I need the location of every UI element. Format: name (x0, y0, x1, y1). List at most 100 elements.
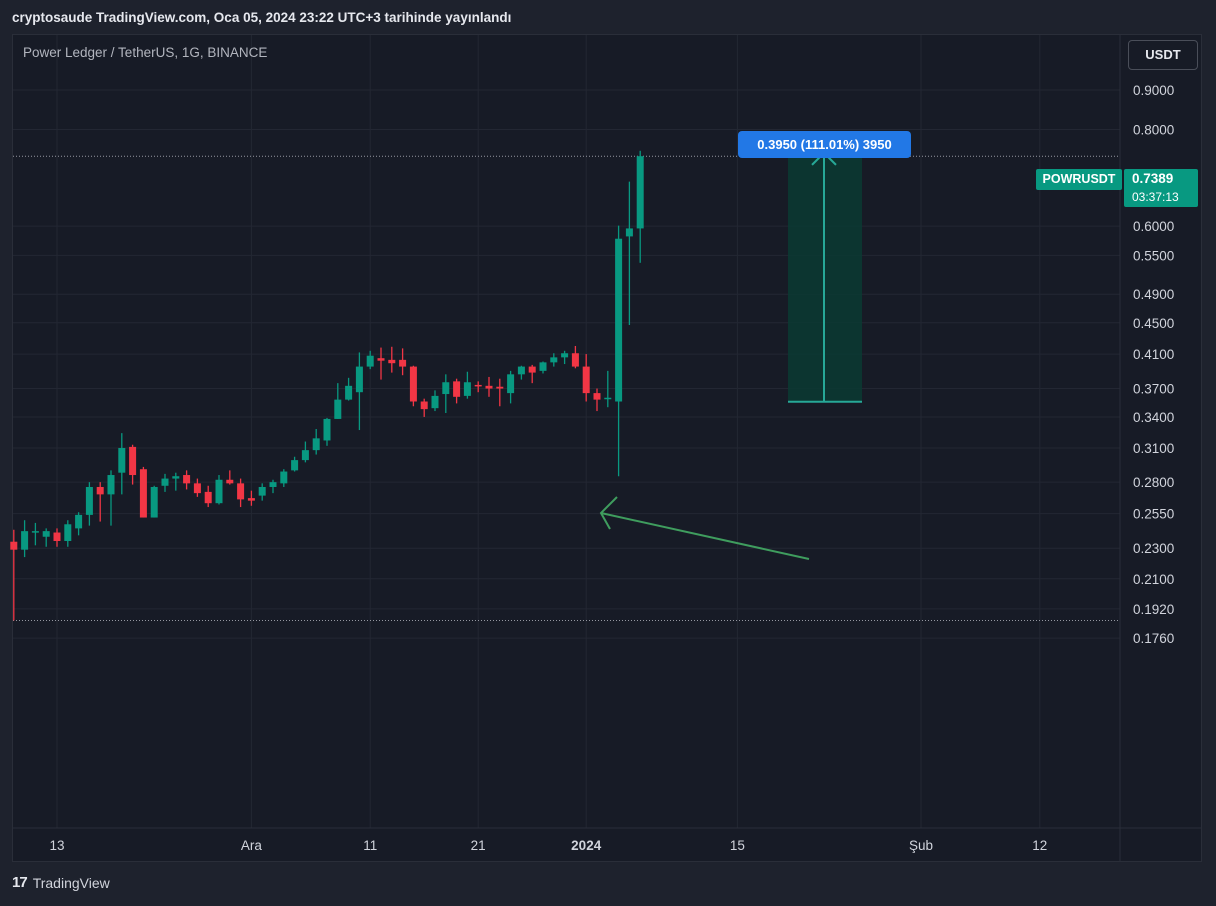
candle-body (474, 384, 482, 387)
measurement-label: 0.3950 (111.01%) 3950 (738, 131, 911, 158)
symbol-price-tag: POWRUSDT (1036, 169, 1122, 190)
candle-body (42, 531, 50, 537)
candle-body (21, 531, 29, 550)
candle-body (571, 353, 579, 367)
time-tick-label: 15 (730, 838, 745, 853)
candle-body (377, 358, 385, 361)
candle-body (550, 357, 558, 363)
candle-body (409, 366, 417, 402)
grid-lines (13, 35, 1202, 862)
time-tick-label: 2024 (571, 838, 602, 853)
candle-body (31, 531, 39, 533)
candle-body (625, 228, 633, 237)
price-tick-label: 0.3400 (1133, 410, 1174, 425)
annotation-arrow (599, 496, 810, 560)
publication-header: cryptosaude TradingView.com, Oca 05, 202… (12, 10, 512, 25)
candle-body (301, 450, 309, 461)
candle-body (636, 156, 644, 229)
currency-button[interactable]: USDT (1128, 40, 1198, 70)
price-tick-label: 0.3100 (1133, 441, 1174, 456)
price-tick-label: 0.2800 (1133, 475, 1174, 490)
candle-body (593, 393, 601, 400)
time-tick-label: 11 (363, 838, 377, 853)
candle-body (420, 401, 428, 410)
price-tick-label: 0.8000 (1133, 123, 1174, 138)
candle-body (431, 395, 439, 409)
candle-body (496, 386, 504, 389)
candle-body (291, 460, 299, 471)
candle-body (463, 382, 471, 396)
candle-body (312, 438, 320, 451)
candle-body (107, 475, 115, 495)
price-tick-label: 0.6000 (1133, 219, 1174, 234)
time-tick-label: Ara (241, 838, 263, 853)
price-tick-label: 0.1760 (1133, 631, 1174, 646)
candle-body (183, 475, 191, 484)
candle-body (10, 541, 18, 550)
candle-body (150, 486, 158, 518)
candle-body (453, 381, 461, 397)
candle-body (269, 482, 277, 487)
candle-body (561, 353, 569, 358)
footer-brand: TradingView (32, 874, 110, 891)
candle-body (226, 479, 234, 484)
price-tick-label: 0.1920 (1133, 602, 1174, 617)
price-tick-label: 0.4900 (1133, 287, 1174, 302)
price-tick-label: 0.2100 (1133, 572, 1174, 587)
candle-body (96, 486, 104, 495)
candle-body (507, 374, 515, 394)
candle-body (118, 447, 126, 473)
last-price-tag: 0.7389 03:37:13 (1124, 169, 1198, 207)
candle-body (161, 478, 169, 486)
candle-body (528, 366, 536, 373)
candle-body (388, 359, 396, 364)
time-axis: 13 Ara 11 21 2024 15 Şub 12 (49, 838, 1047, 853)
price-tick-label: 0.2550 (1133, 507, 1174, 522)
candle-body (604, 397, 612, 400)
price-tick-label: 0.4100 (1133, 347, 1174, 362)
candle-body (247, 498, 255, 501)
candle-body (215, 479, 223, 504)
candle-body (517, 366, 525, 375)
price-tick-label: 0.4500 (1133, 316, 1174, 331)
candle-body (615, 238, 623, 402)
price-tick-label: 0.9000 (1133, 83, 1174, 98)
candle-body (280, 471, 288, 484)
candles (10, 150, 644, 621)
candle-body (442, 382, 450, 395)
candle-body (75, 514, 83, 529)
candle-body (53, 532, 61, 541)
annotation-arrow-head (599, 496, 618, 530)
time-tick-label: Şub (909, 838, 933, 853)
time-tick-label: 13 (49, 838, 64, 853)
candle-body (139, 469, 147, 518)
candle-body (172, 476, 180, 479)
candle-body (204, 491, 212, 504)
candle-body (129, 446, 137, 476)
candle-body (582, 366, 590, 394)
candle-body (345, 385, 353, 400)
price-range-measurement (788, 149, 862, 403)
candle-body (485, 385, 493, 389)
candle-body (334, 399, 342, 419)
candle-body (237, 483, 245, 500)
time-tick-label: 21 (471, 838, 486, 853)
time-tick-label: 12 (1032, 838, 1047, 853)
candle-body (366, 355, 374, 367)
price-tick-label: 0.2300 (1133, 541, 1174, 556)
tradingview-logo-icon: 17 (12, 874, 28, 891)
annotation-arrow-shaft (600, 512, 810, 560)
candle-body (85, 486, 93, 515)
last-price-value: 0.7389 (1132, 171, 1174, 186)
candle-body (193, 483, 201, 494)
candle-body (399, 359, 407, 367)
price-axis: 0.9000 0.8000 0.6000 0.5500 0.4900 0.4500 0.41… (1133, 83, 1174, 646)
candle-body (258, 486, 266, 496)
candle-body (539, 362, 547, 371)
price-tick-label: 0.5500 (1133, 248, 1174, 263)
bar-countdown: 03:37:13 (1132, 190, 1179, 204)
candle-body (323, 418, 331, 441)
footer: 17 TradingView (12, 874, 110, 891)
candle-body (355, 366, 363, 393)
